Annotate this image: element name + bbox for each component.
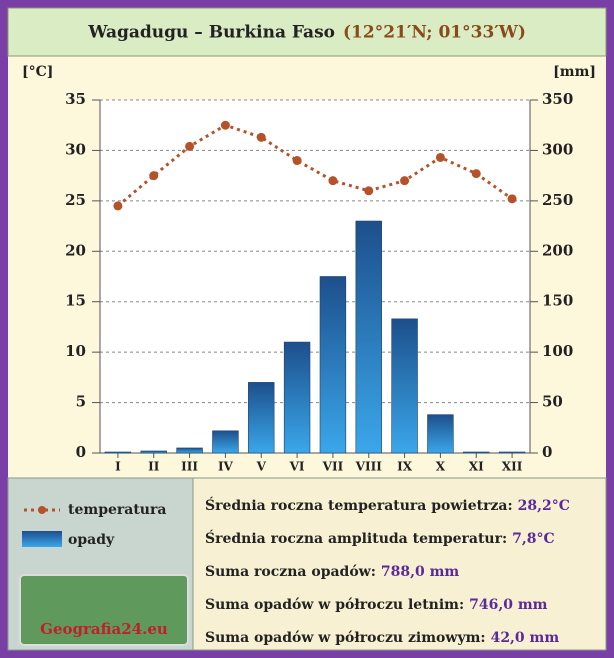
bar [213, 431, 239, 453]
temperature-point [400, 176, 409, 185]
bar [248, 382, 274, 453]
y-tick-label: 20 [65, 241, 86, 259]
x-tick-label: X [436, 460, 446, 474]
logo-text: Geografia24.eu [40, 620, 168, 638]
y2-tick-label: 200 [542, 241, 573, 259]
y-tick-label: 0 [76, 443, 86, 461]
x-tick-label: VII [322, 460, 344, 474]
page: Wagadugu – Burkina Faso (12°21′N; 01°33′… [0, 0, 614, 658]
x-tick-label: XII [502, 460, 523, 474]
bar [141, 451, 167, 453]
stat-label: Suma opadów w półroczu zimowym: [205, 630, 486, 646]
chart: Wagadugu – Burkina Faso (12°21′N; 01°33′… [0, 0, 614, 658]
x-tick-label: I [115, 460, 121, 474]
temperature-point [364, 186, 373, 195]
stat-value: 42,0 mm [491, 630, 560, 646]
stat-label: Suma roczna opadów: [205, 564, 376, 580]
bar [284, 342, 310, 453]
temperature-point [472, 169, 481, 178]
x-tick-label: IV [218, 460, 234, 474]
temperature-point [328, 176, 337, 185]
y-tick-label: 10 [65, 342, 86, 360]
stat-label: Średnia roczna amplituda temperatur: [205, 529, 507, 547]
stat-label: Średnia roczna temperatura powietrza: [205, 496, 513, 514]
legend-marker [38, 506, 46, 514]
y2-tick-label: 100 [542, 342, 573, 360]
y2-tick-label: 150 [542, 292, 573, 310]
y-tick-label: 30 [65, 140, 86, 158]
temperature-point [293, 156, 302, 165]
y2-tick-label: 250 [542, 191, 573, 209]
temperature-point [436, 153, 445, 162]
bar [320, 277, 346, 454]
bar [105, 452, 131, 453]
chart-title: Wagadugu – Burkina Faso [87, 23, 335, 43]
x-tick-label: VI [289, 460, 305, 474]
bar [392, 319, 418, 453]
stat-line: Średnia roczna amplituda temperatur: 7,8°… [205, 529, 555, 547]
temperature-point [257, 133, 266, 142]
stat-value: 788,0 mm [381, 564, 460, 580]
legend-label: temperatura [68, 502, 166, 518]
legend-label: opady [68, 532, 115, 548]
y-tick-label: 25 [65, 191, 86, 209]
y2-tick-label: 50 [542, 393, 563, 411]
x-tick-label: III [181, 460, 198, 474]
stat-line: Suma opadów w półroczu zimowym: 42,0 mm [205, 630, 559, 646]
y2-tick-label: 350 [542, 90, 573, 108]
legend-swatch [22, 531, 62, 547]
temperature-point [508, 194, 517, 203]
y2-tick-label: 0 [542, 443, 552, 461]
bar [356, 221, 382, 453]
stat-value: 746,0 mm [469, 597, 548, 613]
stat-line: Suma roczna opadów: 788,0 mm [205, 564, 459, 580]
bar [463, 452, 489, 453]
x-tick-label: VIII [355, 460, 383, 474]
temperature-point [221, 121, 230, 130]
y-tick-label: 5 [76, 393, 86, 411]
plot-area [100, 100, 530, 453]
temperature-point [149, 171, 158, 180]
stat-value: 7,8°C [512, 531, 555, 547]
x-tick-label: XI [469, 460, 484, 474]
y2-axis-label: [mm] [553, 64, 596, 80]
y-axis-label: [°C] [22, 64, 53, 80]
stat-value: 28,2°C [518, 498, 570, 514]
x-tick-label: V [256, 460, 267, 474]
chart-subtitle: (12°21′N; 01°33′W) [343, 23, 526, 43]
y2-tick-label: 300 [542, 140, 573, 158]
temperature-point [185, 142, 194, 151]
bar [177, 448, 203, 453]
temperature-point [113, 201, 122, 210]
bar [428, 415, 454, 453]
x-tick-label: IX [397, 460, 413, 474]
y-tick-label: 15 [65, 292, 86, 310]
x-tick-label: II [148, 460, 160, 474]
bar [499, 452, 525, 453]
y-tick-label: 35 [65, 90, 86, 108]
stat-label: Suma opadów w półroczu letnim: [205, 597, 464, 613]
stat-line: Suma opadów w półroczu letnim: 746,0 mm [205, 597, 548, 613]
